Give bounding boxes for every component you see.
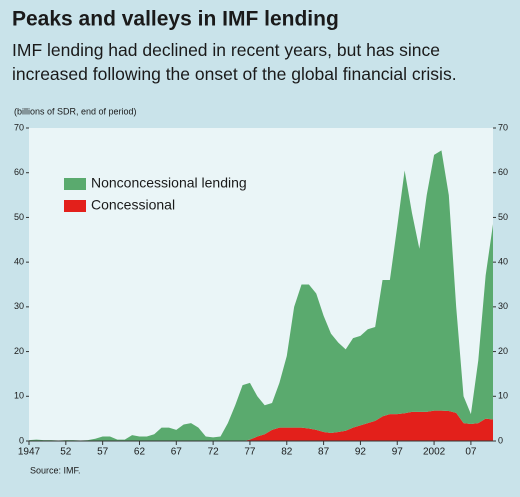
legend-swatch — [64, 200, 86, 212]
y2-tick-label: 50 — [498, 212, 508, 222]
x-tick-label: 07 — [465, 447, 477, 458]
source: Source: IMF. — [30, 465, 81, 475]
chart-title: Peaks and valleys in IMF lending — [12, 8, 339, 31]
x-tick-label: 67 — [171, 447, 183, 458]
y2-tick-label: 70 — [498, 122, 508, 132]
x-tick-label: 62 — [134, 447, 146, 458]
x-tick-label: 52 — [60, 447, 72, 458]
y-tick-label: 70 — [14, 122, 24, 132]
y2-tick-label: 0 — [498, 435, 503, 445]
x-tick-label: 97 — [392, 447, 404, 458]
subtitle-box: IMF lending had declined in recent years… — [12, 40, 457, 84]
y-tick-label: 20 — [14, 346, 24, 356]
x-tick-label: 82 — [281, 447, 293, 458]
x-tick-label: 1947 — [18, 447, 41, 458]
area — [29, 410, 493, 441]
y-tick-label: 0 — [19, 435, 24, 445]
x-tick-label: 72 — [208, 447, 220, 458]
x-tick-label: 57 — [97, 447, 109, 458]
chart-subtitle: IMF lending had declined in recent years… — [12, 40, 457, 84]
y-tick-label: 40 — [14, 257, 24, 267]
y-axis-label: (billions of SDR, end of period) — [14, 106, 137, 116]
x-tick-label: 92 — [355, 447, 367, 458]
x-tick-label: 87 — [318, 447, 330, 458]
legend-label: Concessional — [91, 197, 175, 213]
legend-swatch — [64, 178, 86, 190]
y2-tick-label: 40 — [498, 257, 508, 267]
area — [29, 150, 493, 441]
y-tick-label: 50 — [14, 212, 24, 222]
y2-tick-label: 20 — [498, 346, 508, 356]
x-tick-label: 77 — [244, 447, 256, 458]
y2-tick-label: 60 — [498, 167, 508, 177]
y-tick-label: 60 — [14, 167, 24, 177]
x-tick-label: 2002 — [423, 447, 446, 458]
y-tick-label: 30 — [14, 301, 24, 311]
y2-tick-label: 30 — [498, 301, 508, 311]
y-tick-label: 10 — [14, 391, 24, 401]
y2-tick-label: 10 — [498, 391, 508, 401]
legend-label: Nonconcessional lending — [91, 175, 247, 191]
